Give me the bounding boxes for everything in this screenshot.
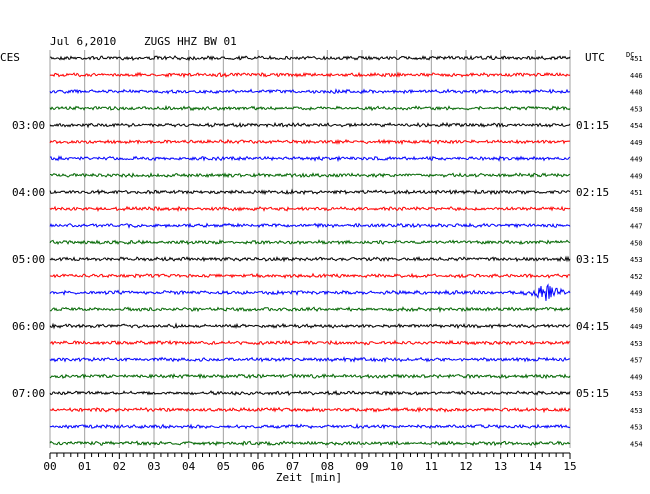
trace-12	[49, 255, 571, 263]
trace-7	[50, 172, 571, 179]
trace-19	[49, 373, 571, 380]
x-tick-label: 15	[563, 460, 576, 473]
right-hour-label: 02:15	[576, 186, 609, 199]
dc-offset-value: 449	[630, 156, 643, 164]
minute-gridlines	[49, 50, 571, 448]
dc-offset-value: 450	[630, 306, 643, 314]
trace-3	[49, 104, 571, 112]
dc-offset-value: 448	[630, 89, 643, 97]
dc-offset-value: 447	[630, 223, 643, 231]
dc-offset-value: 449	[630, 290, 643, 298]
trace-4	[49, 121, 571, 129]
dc-offset-value: 453	[630, 390, 643, 398]
x-axis: 00 01 02 03 04 05 06 07 08 09 10 11 12 13 14 15	[43, 452, 577, 473]
right-hour-label: 04:15	[576, 320, 609, 333]
trace-2	[49, 88, 571, 95]
trace-1	[49, 71, 571, 79]
dc-offset-value: 450	[630, 206, 643, 214]
x-tick-label: 00	[43, 460, 56, 473]
trace-9	[49, 205, 571, 213]
x-axis-label: Zeit [min]	[276, 471, 342, 484]
left-hour-labels: 03:00 04:00 05:00 06:00 07:00	[12, 119, 45, 400]
dc-offset-value: 452	[630, 273, 643, 281]
dc-offset-value: 454	[630, 440, 643, 448]
dc-offset-value: 453	[630, 105, 643, 113]
trace-5	[49, 138, 571, 146]
right-hour-label: 03:15	[576, 253, 609, 266]
dc-offset-labels: 451 446 448 453 454 449 449 449 451 450 447 450 453 4…	[630, 55, 643, 448]
trace-23	[49, 440, 571, 447]
trace-10	[49, 222, 571, 229]
header-date: Jul 6,2010	[50, 35, 116, 48]
trace-16	[49, 322, 571, 330]
x-tick-label: 03	[147, 460, 160, 473]
left-hour-label: 07:00	[12, 387, 45, 400]
dc-offset-value: 451	[630, 55, 643, 63]
left-hour-label: 03:00	[12, 119, 45, 132]
x-tick-label: 09	[355, 460, 368, 473]
trace-21	[49, 406, 571, 414]
dc-offset-value: 454	[630, 122, 643, 130]
right-hour-label: 05:15	[576, 387, 609, 400]
dc-offset-value: 457	[630, 357, 643, 365]
trace-22	[49, 423, 571, 430]
dc-offset-value: 451	[630, 189, 643, 197]
dc-offset-value: 453	[630, 340, 643, 348]
left-hour-label: 04:00	[12, 186, 45, 199]
dc-offset-value: 449	[630, 172, 643, 180]
x-tick-label: 11	[425, 460, 438, 473]
x-tick-label: 13	[494, 460, 507, 473]
trace-14	[49, 283, 571, 301]
x-tick-label: 02	[113, 460, 126, 473]
x-tick-label: 14	[529, 460, 543, 473]
trace-6	[49, 155, 571, 163]
x-tick-label: 04	[182, 460, 196, 473]
right-hour-label: 01:15	[576, 119, 609, 132]
seismogram-traces	[49, 54, 571, 447]
dc-offset-value: 449	[630, 139, 643, 147]
header-station: ZUGS HHZ BW 01	[144, 35, 237, 48]
left-timezone-label: CES	[0, 51, 20, 64]
trace-17	[49, 339, 571, 346]
x-tick-label: 10	[390, 460, 403, 473]
x-tick-label: 08	[321, 460, 334, 473]
x-tick-label: 01	[78, 460, 91, 473]
x-tick-label: 07	[286, 460, 299, 473]
dc-offset-value: 450	[630, 239, 643, 247]
dc-offset-value: 453	[630, 256, 643, 264]
left-hour-label: 06:00	[12, 320, 45, 333]
x-tick-label: 05	[217, 460, 230, 473]
dc-offset-value: 446	[630, 72, 643, 80]
right-hour-labels: 01:15 02:15 03:15 04:15 05:15	[576, 119, 609, 400]
dc-offset-value: 449	[630, 323, 643, 331]
right-timezone-label: UTC	[585, 51, 605, 64]
dc-label: DC	[626, 51, 634, 59]
trace-20	[49, 389, 571, 397]
trace-0	[50, 54, 571, 62]
x-tick-label: 12	[459, 460, 472, 473]
left-hour-label: 05:00	[12, 253, 45, 266]
trace-18	[49, 356, 571, 363]
dc-offset-value: 453	[630, 407, 643, 415]
x-tick-label: 06	[251, 460, 264, 473]
dc-offset-value: 453	[630, 424, 643, 432]
trace-8	[49, 188, 571, 196]
dc-offset-value: 449	[630, 373, 643, 381]
trace-13	[49, 272, 571, 279]
trace-11	[49, 239, 571, 246]
trace-15	[49, 306, 571, 313]
